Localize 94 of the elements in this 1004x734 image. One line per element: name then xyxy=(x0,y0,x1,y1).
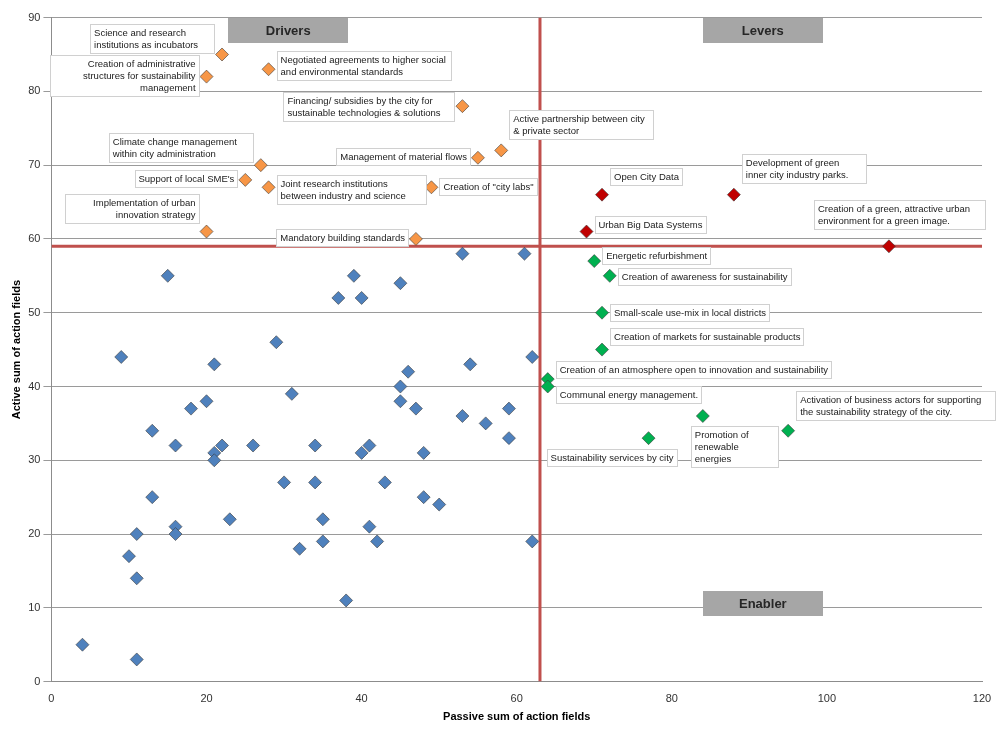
point xyxy=(215,47,229,62)
x-axis-title: Passive sum of action fields xyxy=(443,710,591,723)
point xyxy=(370,534,384,549)
point xyxy=(502,431,516,445)
point xyxy=(277,475,291,490)
point xyxy=(432,497,446,512)
point xyxy=(478,416,493,431)
point xyxy=(331,291,346,305)
point xyxy=(502,401,516,416)
y-tick-label: 0 xyxy=(34,674,41,687)
point xyxy=(595,342,609,357)
point xyxy=(393,276,408,290)
point xyxy=(587,254,602,268)
point xyxy=(168,527,183,541)
point xyxy=(362,519,377,534)
point xyxy=(409,232,423,246)
point xyxy=(416,490,431,504)
point xyxy=(246,438,260,453)
point xyxy=(595,305,609,320)
point xyxy=(882,239,896,254)
point xyxy=(160,269,175,283)
point xyxy=(207,357,222,372)
x-tick-label: 120 xyxy=(972,692,992,705)
point xyxy=(129,571,144,586)
point xyxy=(184,401,198,416)
point xyxy=(199,69,214,84)
point xyxy=(781,423,795,438)
point xyxy=(696,409,710,423)
point xyxy=(145,423,160,438)
x-tick-label: 100 xyxy=(817,692,837,705)
point xyxy=(579,224,594,239)
y-tick-label: 10 xyxy=(28,600,41,613)
point xyxy=(261,62,276,77)
point xyxy=(540,379,555,394)
point xyxy=(525,350,540,364)
point xyxy=(455,409,470,423)
point xyxy=(525,534,540,549)
point xyxy=(409,401,423,416)
point xyxy=(517,246,532,261)
point xyxy=(285,387,299,401)
x-tick-label: 20 xyxy=(200,692,213,705)
point xyxy=(292,542,307,556)
point xyxy=(207,453,222,468)
point xyxy=(145,490,160,504)
point xyxy=(339,593,353,608)
x-tick-label: 80 xyxy=(665,692,678,705)
point xyxy=(129,652,144,667)
point xyxy=(416,446,431,460)
y-tick-label: 30 xyxy=(28,453,41,466)
point xyxy=(122,549,136,563)
point xyxy=(215,438,229,453)
y-tick-label: 20 xyxy=(28,527,41,540)
point xyxy=(362,438,377,453)
point xyxy=(494,143,509,158)
point xyxy=(222,512,237,527)
point xyxy=(269,335,284,350)
point xyxy=(261,180,276,195)
point xyxy=(316,534,330,549)
point xyxy=(602,269,617,283)
point xyxy=(316,512,330,527)
point xyxy=(254,158,268,172)
point xyxy=(168,438,183,453)
point xyxy=(455,246,470,261)
point xyxy=(114,350,129,364)
point xyxy=(354,291,369,305)
point xyxy=(75,637,90,652)
x-tick-label: 60 xyxy=(510,692,523,705)
point xyxy=(378,475,392,490)
point xyxy=(199,394,214,409)
y-tick-label: 60 xyxy=(28,231,41,244)
y-tick-label: 80 xyxy=(28,84,41,97)
point xyxy=(199,224,214,239)
y-axis-title: Active sum of action fields xyxy=(9,279,22,420)
point xyxy=(238,173,253,187)
point xyxy=(463,357,477,372)
point xyxy=(308,438,322,453)
y-tick-label: 90 xyxy=(28,10,41,23)
point xyxy=(595,187,609,202)
point xyxy=(471,150,485,165)
y-tick-label: 70 xyxy=(28,158,41,171)
point xyxy=(401,364,415,379)
point xyxy=(129,527,144,541)
point xyxy=(393,379,408,394)
point xyxy=(354,446,369,460)
point xyxy=(727,187,741,202)
y-tick-label: 40 xyxy=(28,379,41,392)
point xyxy=(455,99,470,113)
point xyxy=(308,475,322,490)
x-tick-label: 0 xyxy=(48,692,55,705)
point xyxy=(641,431,656,445)
point xyxy=(347,269,361,283)
x-tick-label: 40 xyxy=(355,692,368,705)
y-tick-label: 50 xyxy=(28,305,41,318)
point xyxy=(393,394,408,409)
